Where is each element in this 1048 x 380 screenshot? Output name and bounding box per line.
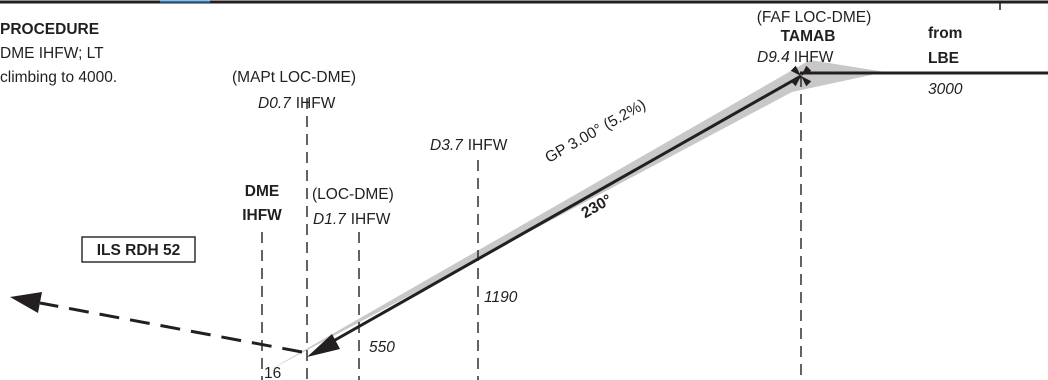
missed-approach-line-1: DME IHFW; LT	[0, 45, 104, 62]
faf-distance: D9.4	[757, 49, 790, 66]
loc-dme-ident: IHFW	[351, 211, 391, 228]
faf-label: (FAF LOC-DME)	[757, 9, 872, 26]
faf-distance-line: D9.4 IHFW	[757, 49, 834, 66]
loc-dme-label: (LOC-DME)	[312, 186, 394, 203]
d37-altitude: 1190	[484, 289, 518, 306]
d37-ident: IHFW	[468, 137, 508, 154]
mapt-ident: IHFW	[296, 95, 336, 112]
ils-rdh-label: ILS RDH 52	[97, 242, 181, 259]
dme-label-line-1: DME	[245, 183, 279, 200]
from-fix-name: LBE	[928, 50, 959, 67]
mapt-distance: D0.7	[258, 95, 292, 112]
d37-distance: D3.7	[430, 137, 464, 154]
d37-label: D3.7 IHFW	[430, 137, 508, 154]
faf-name: TAMAB	[781, 28, 836, 45]
from-label: from	[928, 25, 962, 42]
mapt-distance-line: D0.7 IHFW	[258, 95, 336, 112]
missed-approach-line-2: climbing to 4000.	[0, 69, 117, 86]
loc-dme-altitude: 550	[369, 339, 395, 356]
faf-ident: IHFW	[794, 49, 834, 66]
missed-approach-path	[39, 301, 303, 354]
descent-arrowhead	[307, 334, 340, 357]
from-altitude: 3000	[928, 81, 963, 98]
ils-rdh-box	[81, 236, 196, 263]
missed-approach-arrowhead	[10, 292, 42, 313]
missed-approach-title: PROCEDURE	[0, 21, 99, 38]
faf-cross-icon	[790, 65, 812, 87]
final-approach-path	[320, 74, 802, 350]
loc-dme-distance: D1.7	[313, 211, 347, 228]
loc-dme-distance-line: D1.7 IHFW	[313, 211, 391, 228]
mapt-label: (MAPt LOC-DME)	[232, 69, 356, 86]
dme-label-line-2: IHFW	[242, 207, 282, 224]
runway-label: 16	[264, 365, 281, 380]
